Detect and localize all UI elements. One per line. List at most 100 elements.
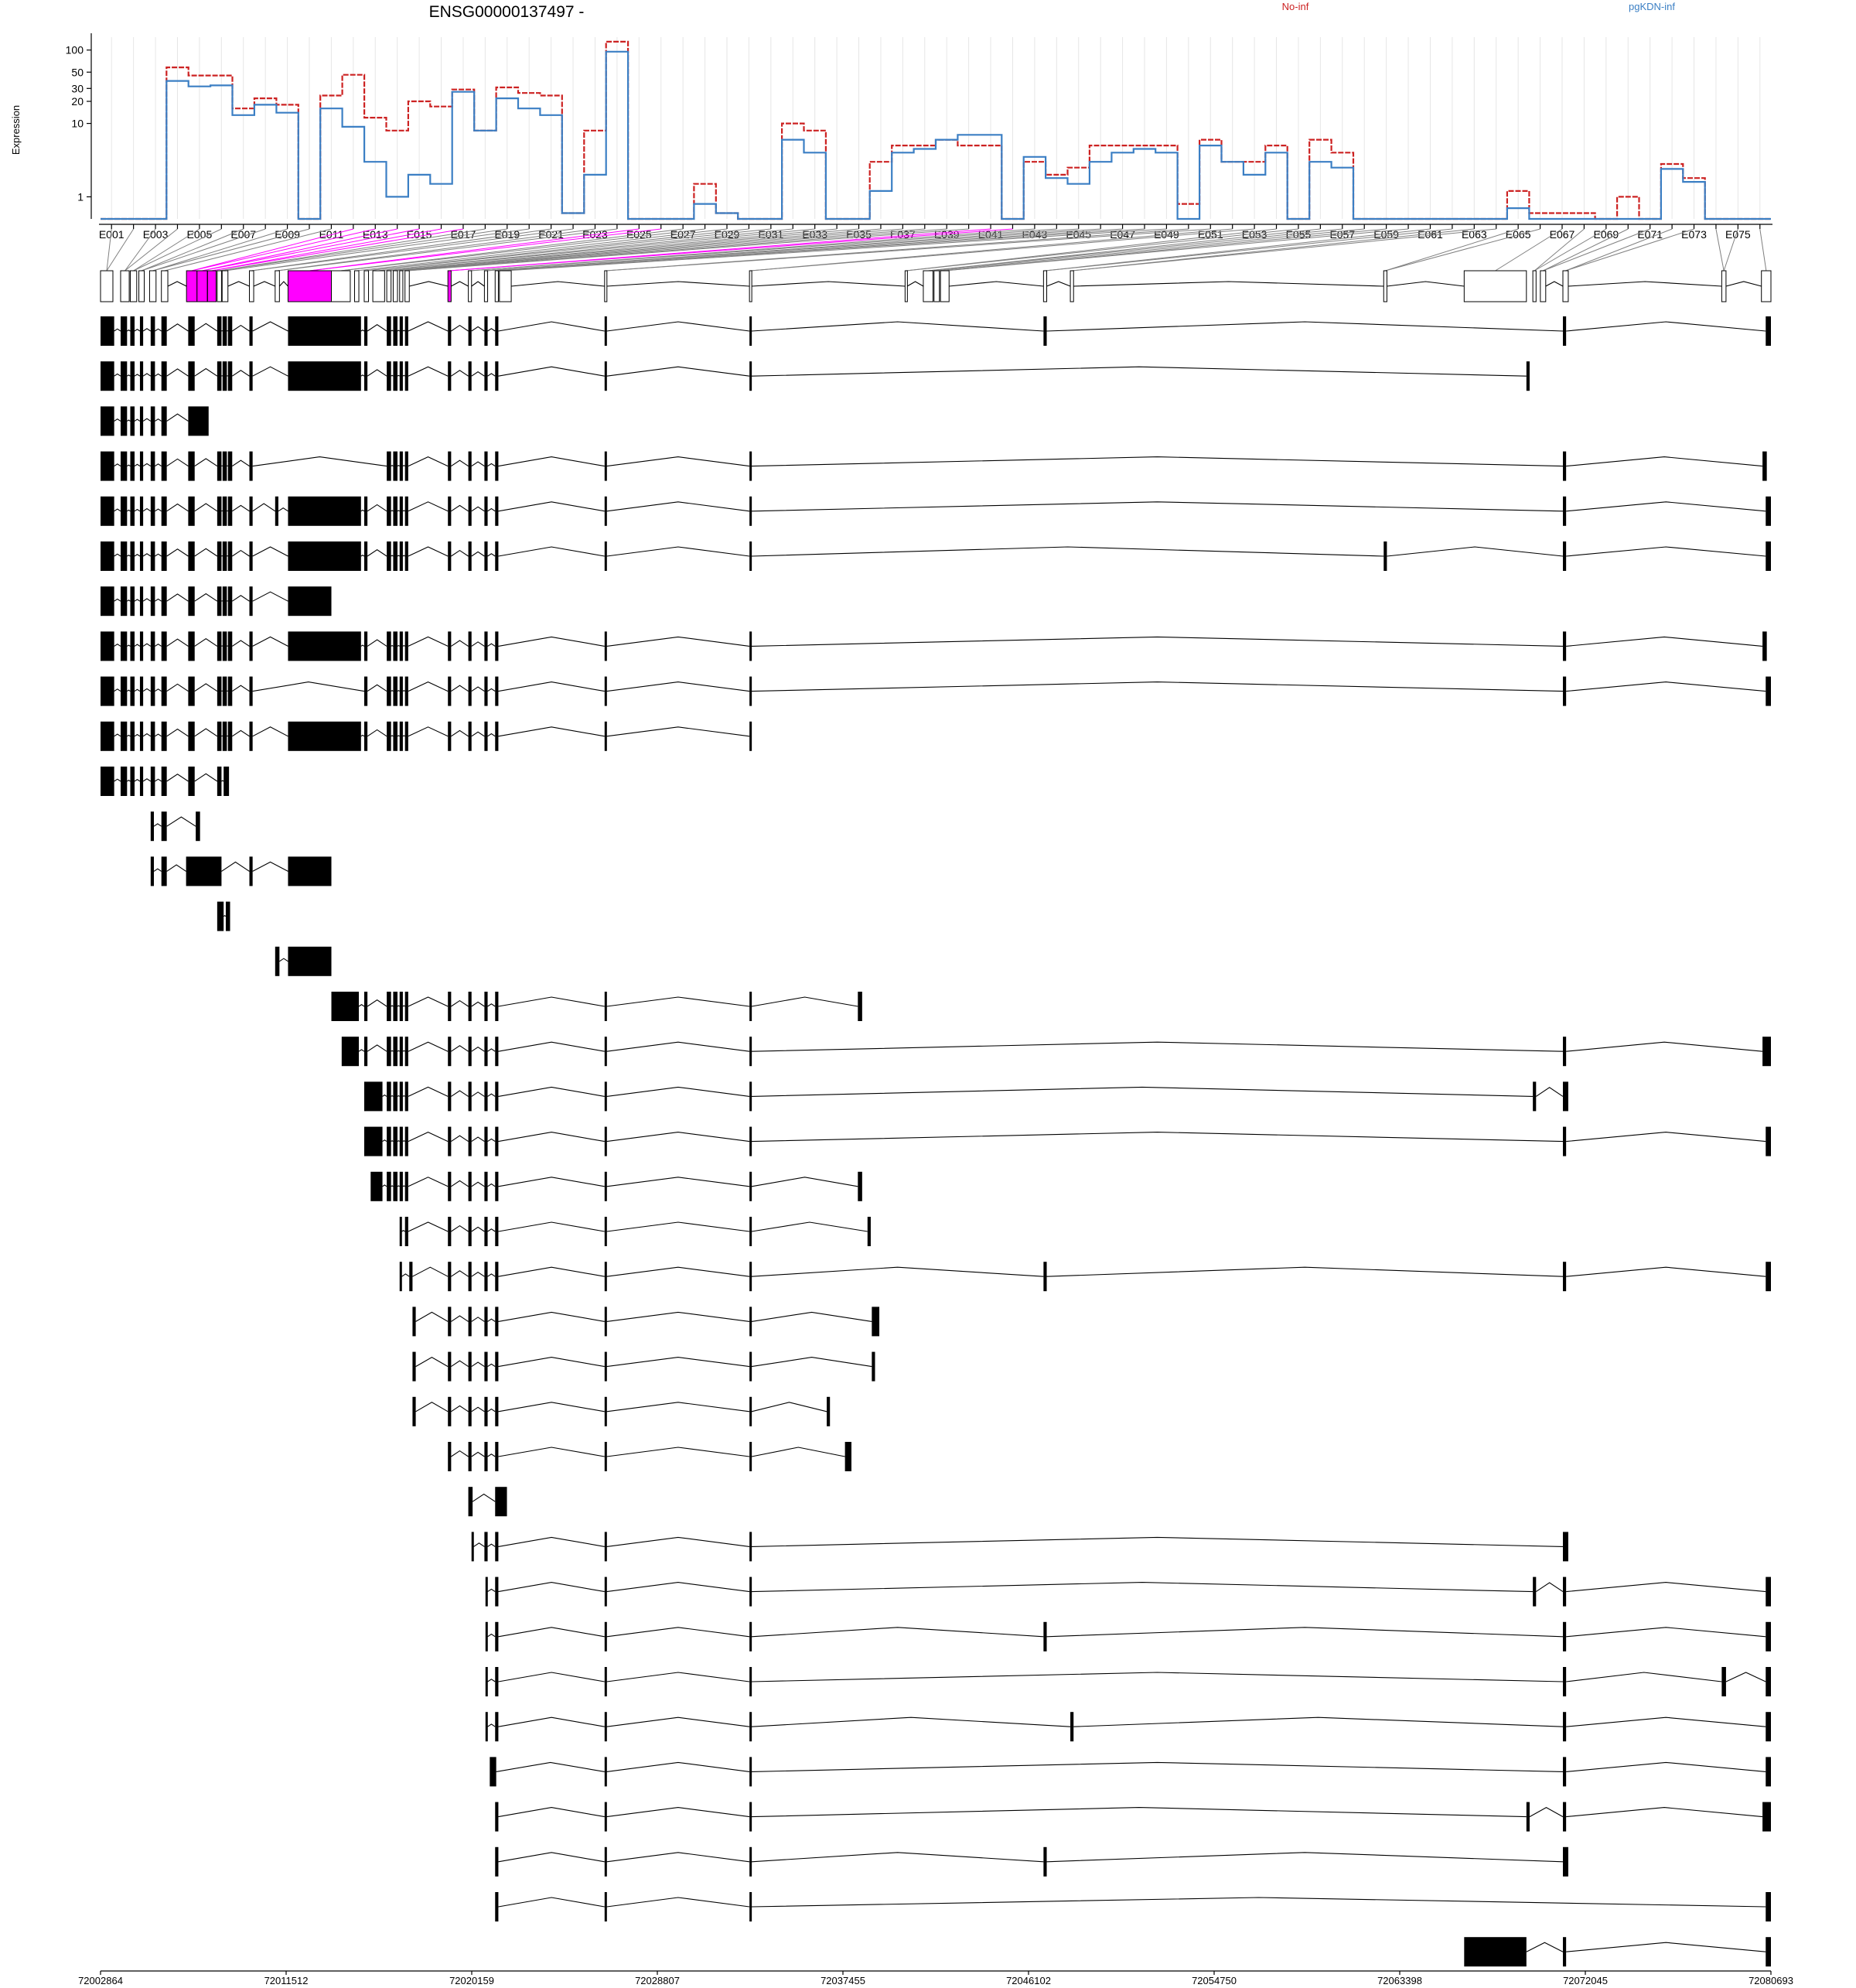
- transcript-exon: [1562, 1532, 1568, 1562]
- exon-model-block: [904, 270, 908, 302]
- exon-model-block: [248, 270, 254, 302]
- transcript-track: [490, 1757, 1771, 1787]
- transcript-exon: [161, 631, 167, 661]
- transcript-exon: [217, 361, 222, 391]
- transcript-intron: [487, 1633, 496, 1638]
- transcript-intron: [412, 1266, 449, 1277]
- transcript-intron: [498, 1086, 605, 1097]
- transcript-exon: [1562, 631, 1567, 661]
- transcript-intron: [1566, 456, 1763, 467]
- transcript-intron: [606, 1132, 750, 1143]
- transcript-exon: [604, 316, 607, 346]
- transcript-track: [412, 1396, 831, 1426]
- transcript-exon: [150, 676, 155, 706]
- genomic-tick-label: 72080693: [1749, 1975, 1793, 1986]
- exon-model-intron: [1725, 281, 1762, 287]
- transcript-exon: [404, 1037, 408, 1067]
- transcript-exon: [227, 361, 233, 391]
- exon-connector: [340, 228, 684, 272]
- transcript-intron: [606, 1536, 750, 1547]
- exon-connector: [357, 228, 728, 272]
- transcript-intron: [487, 1453, 496, 1457]
- exon-connector: [1385, 228, 1519, 272]
- transcript-exon: [484, 1081, 488, 1112]
- transcript-intron: [114, 778, 121, 782]
- transcript-intron: [155, 418, 162, 422]
- exon-tick-label: E013: [363, 228, 388, 241]
- transcript-intron: [142, 643, 152, 647]
- transcript-exon: [495, 721, 499, 751]
- transcript-exon: [495, 1621, 499, 1652]
- transcript-exon: [399, 721, 403, 751]
- transcript-track: [101, 406, 209, 436]
- transcript-intron: [408, 501, 449, 512]
- transcript-exon: [749, 361, 752, 391]
- transcript-exon: [222, 721, 227, 751]
- exon-connector: [219, 228, 507, 272]
- transcript-intron: [126, 374, 131, 377]
- exon-model-block: [1070, 270, 1074, 302]
- transcript-intron: [155, 643, 162, 647]
- exon-model-intron: [167, 281, 187, 287]
- transcript-exon: [196, 811, 200, 842]
- transcript-intron: [134, 463, 141, 467]
- transcript-exon: [130, 767, 135, 796]
- transcript-intron: [134, 644, 141, 647]
- exon-model-intron: [949, 281, 1044, 287]
- transcript-intron: [402, 330, 406, 332]
- transcript-intron: [114, 418, 121, 422]
- transcript-intron: [498, 366, 605, 377]
- transcript-exon: [749, 1712, 752, 1742]
- exon-connector: [1072, 228, 1496, 272]
- transcript-exon: [867, 1217, 871, 1246]
- transcript-exon: [370, 1171, 383, 1201]
- transcript-intron: [408, 1086, 449, 1097]
- transcript-intron: [155, 598, 162, 602]
- transcript-exon: [484, 316, 488, 346]
- transcript-exon: [749, 496, 752, 526]
- transcript-exon: [188, 451, 195, 481]
- transcript-exon: [217, 451, 222, 481]
- exon-model-intron: [409, 281, 449, 287]
- transcript-exon: [222, 316, 227, 346]
- transcript-exon: [604, 992, 607, 1021]
- exon-tick-label: E001: [99, 228, 125, 241]
- transcript-intron: [194, 323, 218, 332]
- transcript-intron: [751, 456, 1564, 467]
- exon-connector: [106, 228, 112, 272]
- transcript-exon: [393, 721, 397, 751]
- transcript-track: [101, 767, 230, 796]
- exon-connector: [164, 228, 332, 272]
- transcript-exon: [288, 721, 361, 751]
- exon-connector: [309, 228, 661, 272]
- transcript-exon: [749, 1802, 752, 1832]
- transcript-exon: [363, 631, 368, 661]
- transcript-intron: [401, 1273, 410, 1277]
- transcript-exon: [495, 1712, 499, 1742]
- transcript-intron: [126, 509, 131, 512]
- exon-model-block: [148, 270, 157, 302]
- transcript-intron: [1566, 501, 1766, 512]
- transcript-intron: [1566, 546, 1766, 557]
- transcript-intron: [487, 1138, 496, 1143]
- transcript-exon: [399, 1126, 403, 1156]
- transcript-exon: [130, 496, 135, 526]
- transcript-exon: [448, 1307, 452, 1337]
- transcript-intron: [498, 1311, 605, 1322]
- exon-connector: [251, 228, 551, 272]
- transcript-exon: [393, 1081, 397, 1112]
- genomic-tick-label: 72037455: [821, 1975, 865, 1986]
- exon-model-intron: [606, 281, 750, 287]
- transcript-intron: [114, 688, 121, 692]
- exon-connector: [606, 228, 1211, 272]
- transcript-intron: [751, 1447, 845, 1457]
- transcript-exon: [485, 1667, 488, 1696]
- transcript-track: [1464, 1937, 1771, 1967]
- exon-connector: [486, 228, 1101, 272]
- transcript-exon: [1070, 1712, 1074, 1742]
- exon-connector: [1534, 228, 1585, 272]
- transcript-intron: [391, 1140, 394, 1143]
- transcript-intron: [231, 324, 250, 332]
- genomic-tick-label: 72020159: [449, 1975, 494, 1986]
